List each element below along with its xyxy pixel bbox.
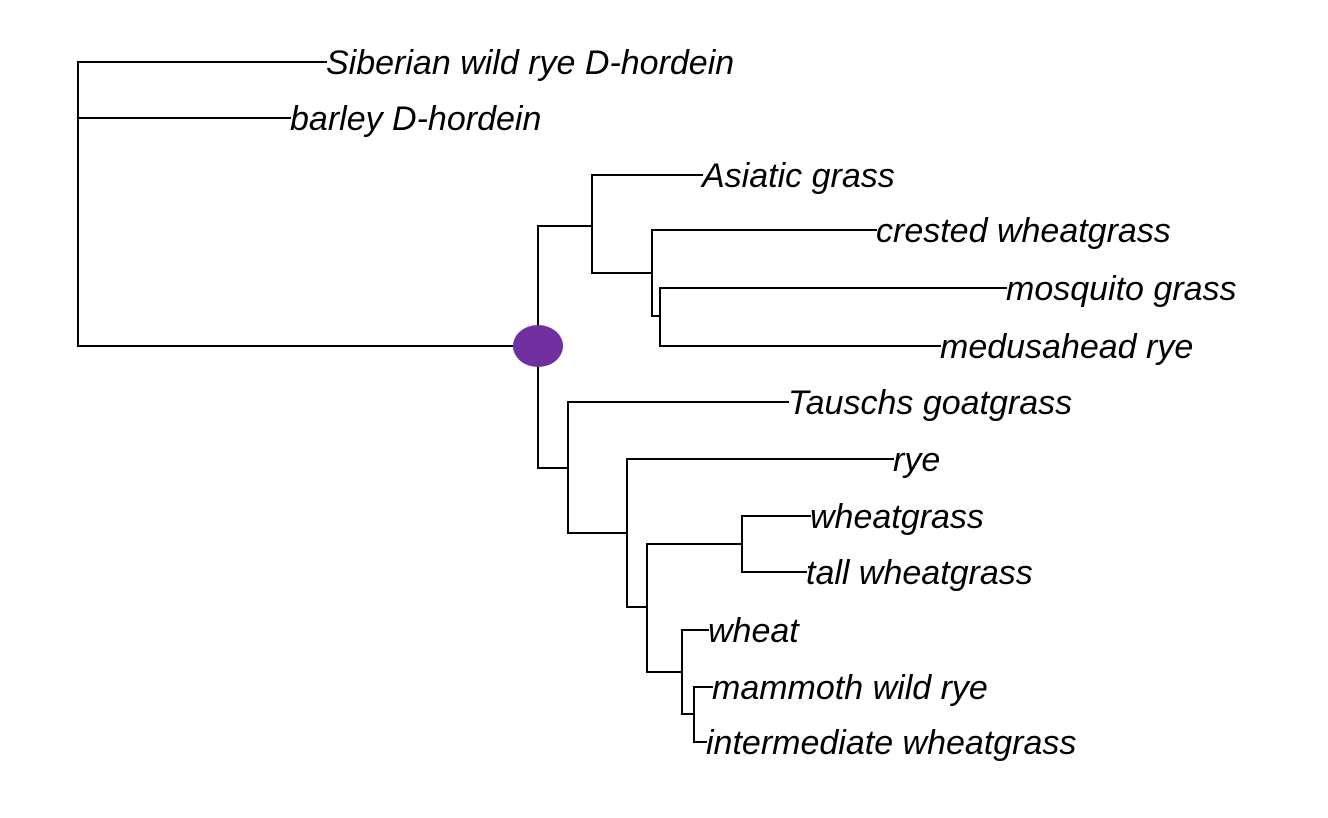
tip-label-wheat: wheat	[708, 612, 800, 650]
tip-label-mammoth-wild-rye: mammoth wild rye	[712, 669, 988, 707]
tip-label-tall-wheatgrass: tall wheatgrass	[806, 554, 1033, 592]
tip-label-intermediate-wheatgrass: intermediate wheatgrass	[706, 724, 1076, 762]
tip-label-siberian-wild-rye-d-hordein: Siberian wild rye D-hordein	[326, 44, 734, 82]
tip-label-barley-d-hordein: barley D-hordein	[290, 100, 541, 138]
tip-label-medusahead-rye: medusahead rye	[940, 328, 1193, 366]
tip-label-tauschs-goatgrass: Tauschs goatgrass	[788, 384, 1072, 422]
highlighted-node-marker	[513, 325, 563, 367]
tip-label-asiatic-grass: Asiatic grass	[700, 157, 895, 195]
tip-label-mosquito-grass: mosquito grass	[1006, 270, 1237, 308]
tip-label-wheatgrass: wheatgrass	[810, 498, 984, 536]
tip-label-rye: rye	[893, 441, 940, 479]
tip-label-crested-wheatgrass: crested wheatgrass	[876, 212, 1171, 250]
